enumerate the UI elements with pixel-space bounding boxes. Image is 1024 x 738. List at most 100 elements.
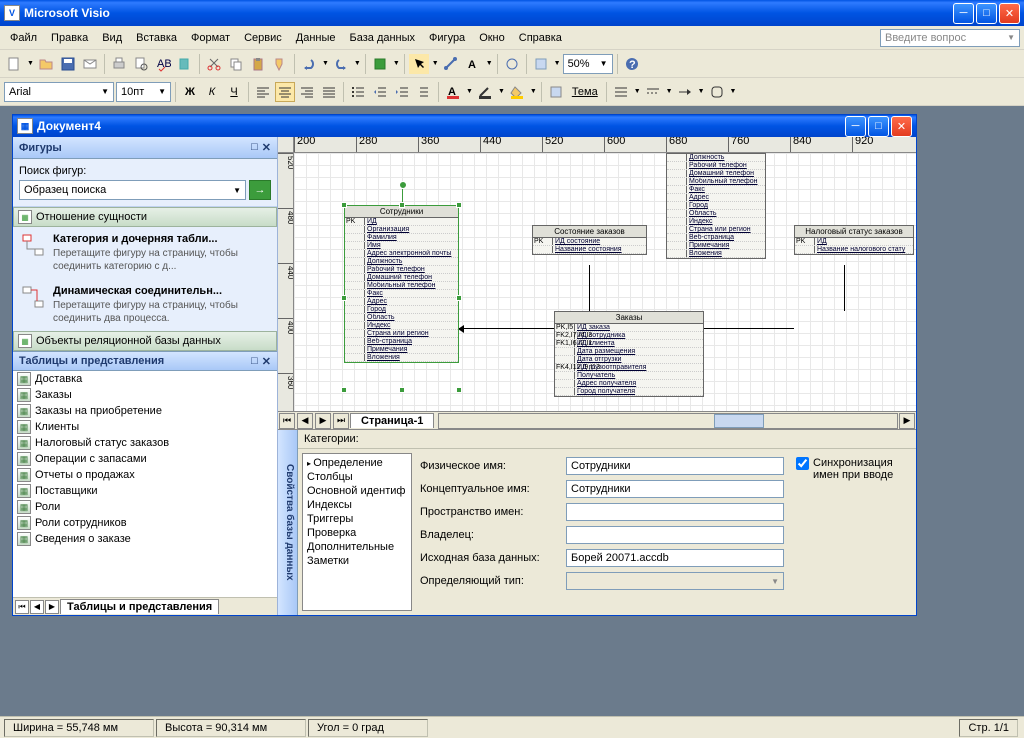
- menu-edit[interactable]: Правка: [45, 29, 94, 47]
- table-item[interactable]: Роли: [13, 499, 277, 515]
- search-go-button[interactable]: →: [249, 180, 271, 200]
- menu-shape[interactable]: Фигура: [423, 29, 471, 47]
- align-justify-button[interactable]: [319, 82, 339, 102]
- horizontal-scrollbar[interactable]: [438, 413, 898, 429]
- line-color-button[interactable]: [475, 82, 495, 102]
- paste-button[interactable]: [248, 54, 268, 74]
- category-item[interactable]: Заметки: [305, 554, 409, 568]
- nav-next-button[interactable]: ▶: [45, 600, 59, 614]
- prop-input[interactable]: ▼: [566, 572, 784, 590]
- menu-database[interactable]: База данных: [344, 29, 422, 47]
- menu-window[interactable]: Окно: [473, 29, 511, 47]
- font-size-combo[interactable]: 10пт▼: [116, 82, 171, 102]
- print-button[interactable]: [109, 54, 129, 74]
- font-color-button[interactable]: A: [443, 82, 463, 102]
- page-last-button[interactable]: ⏭: [333, 413, 349, 429]
- menu-tools[interactable]: Сервис: [238, 29, 288, 47]
- scroll-right-button[interactable]: ▶: [899, 413, 915, 429]
- ink-tool-button[interactable]: [502, 54, 522, 74]
- underline-button[interactable]: Ч: [224, 82, 244, 102]
- menu-data[interactable]: Данные: [290, 29, 342, 47]
- corner-rounding-button[interactable]: [707, 82, 727, 102]
- menu-help[interactable]: Справка: [513, 29, 568, 47]
- line-ends-button[interactable]: [675, 82, 695, 102]
- prop-input[interactable]: [566, 503, 784, 521]
- table-item[interactable]: Доставка: [13, 371, 277, 387]
- copy-button[interactable]: [226, 54, 246, 74]
- redo-button[interactable]: [331, 54, 351, 74]
- connector-tool-button[interactable]: [441, 54, 461, 74]
- spelling-button[interactable]: ABC: [153, 54, 173, 74]
- open-button[interactable]: [36, 54, 56, 74]
- menu-insert[interactable]: Вставка: [130, 29, 183, 47]
- table-item[interactable]: Заказы на приобретение: [13, 403, 277, 419]
- line-weight-button[interactable]: [611, 82, 631, 102]
- prop-input[interactable]: [566, 526, 784, 544]
- font-family-combo[interactable]: Arial▼: [4, 82, 114, 102]
- category-entity-relation[interactable]: ▦Отношение сущности: [13, 207, 277, 227]
- table-item[interactable]: Налоговый статус заказов: [13, 435, 277, 451]
- decrease-indent-button[interactable]: [370, 82, 390, 102]
- category-list[interactable]: ОпределениеСтолбцыОсновной идентифИндекс…: [302, 453, 412, 611]
- table-item[interactable]: Сведения о заказе: [13, 531, 277, 547]
- increase-indent-button[interactable]: [392, 82, 412, 102]
- table-item[interactable]: Заказы: [13, 387, 277, 403]
- bold-button[interactable]: Ж: [180, 82, 200, 102]
- sync-names-checkbox[interactable]: Синхронизация имен при вводе: [796, 457, 908, 481]
- menu-file[interactable]: Файл: [4, 29, 43, 47]
- props-tab-label[interactable]: Свойства базы данных: [278, 430, 298, 615]
- stencil-button[interactable]: [370, 54, 390, 74]
- help-button[interactable]: ?: [622, 54, 642, 74]
- undo-button[interactable]: [299, 54, 319, 74]
- drawing-canvas[interactable]: СотрудникиPKИДОрганизацияФамилияИмяАдрес…: [294, 153, 916, 411]
- align-left-button[interactable]: [253, 82, 273, 102]
- doc-close-button[interactable]: ✕: [891, 116, 912, 137]
- paragraph-spacing-button[interactable]: [414, 82, 434, 102]
- category-item[interactable]: Триггеры: [305, 512, 409, 526]
- prop-input[interactable]: Сотрудники: [566, 480, 784, 498]
- page-tab[interactable]: Страница-1: [350, 413, 434, 428]
- shape-category-child[interactable]: Категория и дочерняя табли...Перетащите …: [13, 227, 277, 279]
- email-button[interactable]: [80, 54, 100, 74]
- category-item[interactable]: Проверка: [305, 526, 409, 540]
- doc-minimize-button[interactable]: ─: [845, 116, 866, 137]
- fill-color-button[interactable]: [507, 82, 527, 102]
- entity-table[interactable]: ЗаказыPK,I5ИД заказаFK2,I7,I4,I3ИД сотру…: [554, 311, 704, 397]
- table-item[interactable]: Операции с запасами: [13, 451, 277, 467]
- menu-view[interactable]: Вид: [96, 29, 128, 47]
- entity-table[interactable]: Налоговый статус заказовPKИДНазвание нал…: [794, 225, 914, 255]
- menu-format[interactable]: Формат: [185, 29, 236, 47]
- nav-prev-button[interactable]: ◀: [30, 600, 44, 614]
- italic-button[interactable]: К: [202, 82, 222, 102]
- category-item[interactable]: Основной идентиф: [305, 484, 409, 498]
- table-item[interactable]: Клиенты: [13, 419, 277, 435]
- table-item[interactable]: Роли сотрудников: [13, 515, 277, 531]
- shape-search-input[interactable]: Образец поиска▼: [19, 180, 246, 200]
- autoformat-button[interactable]: [546, 82, 566, 102]
- text-tool-button[interactable]: A: [463, 54, 483, 74]
- theme-label[interactable]: Тема: [568, 86, 602, 98]
- line-pattern-button[interactable]: [643, 82, 663, 102]
- panel-close-icon[interactable]: ✕: [262, 141, 271, 154]
- help-search-input[interactable]: Введите вопрос ▼: [880, 29, 1020, 47]
- table-item[interactable]: Отчеты о продажах: [13, 467, 277, 483]
- page-prev-button[interactable]: ◀: [297, 413, 313, 429]
- shape-dynamic-connector[interactable]: Динамическая соединительн...Перетащите ф…: [13, 279, 277, 331]
- nav-tab[interactable]: Таблицы и представления: [60, 599, 219, 614]
- category-relational-db[interactable]: ▦Объекты реляционной базы данных: [13, 331, 277, 351]
- new-button[interactable]: [4, 54, 24, 74]
- table-item[interactable]: Поставщики: [13, 483, 277, 499]
- entity-table[interactable]: СотрудникиPKИДОрганизацияФамилияИмяАдрес…: [344, 205, 459, 363]
- maximize-button[interactable]: □: [976, 3, 997, 24]
- nav-first-button[interactable]: ⏮: [15, 600, 29, 614]
- zoom-combo[interactable]: 50%▼: [563, 54, 613, 74]
- page-first-button[interactable]: ⏮: [279, 413, 295, 429]
- pointer-tool-button[interactable]: [409, 54, 429, 74]
- close-button[interactable]: ✕: [999, 3, 1020, 24]
- print-preview-button[interactable]: [131, 54, 151, 74]
- minimize-button[interactable]: ─: [953, 3, 974, 24]
- table-list[interactable]: ДоставкаЗаказыЗаказы на приобретениеКлие…: [13, 371, 277, 597]
- page-next-button[interactable]: ▶: [315, 413, 331, 429]
- format-painter-button[interactable]: [270, 54, 290, 74]
- prop-input[interactable]: Борей 20071.accdb: [566, 549, 784, 567]
